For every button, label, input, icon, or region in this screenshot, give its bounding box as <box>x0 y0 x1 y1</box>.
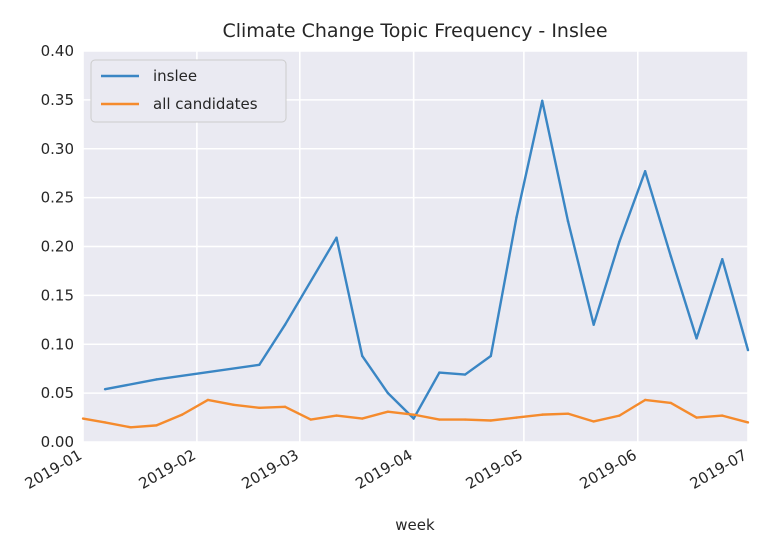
y-tick-label-0-20: 0.20 <box>41 238 74 256</box>
y-tick-label-0-10: 0.10 <box>41 335 74 353</box>
chart-title: Climate Change Topic Frequency - Inslee <box>222 20 607 42</box>
data-point-inslee-6 <box>386 391 390 395</box>
data-point-inslee-3 <box>283 323 287 326</box>
data-point-all-candidates-2 <box>129 426 132 429</box>
data-point-all-candidates-10 <box>335 414 338 417</box>
data-point-all-candidates-0 <box>81 417 85 420</box>
grid-lines <box>82 50 749 443</box>
data-point-all-candidates-3 <box>155 424 158 427</box>
data-point-all-candidates-11 <box>361 417 364 420</box>
legend-label-all-candidates: all candidates <box>153 95 258 113</box>
data-point-inslee-18 <box>695 337 698 340</box>
data-point-all-candidates-24 <box>695 416 698 419</box>
data-point-inslee-7 <box>412 417 415 420</box>
y-tick-label-0-25: 0.25 <box>41 189 74 207</box>
data-point-all-candidates-23 <box>669 401 673 405</box>
data-point-inslee-1 <box>155 378 158 381</box>
data-point-inslee-17 <box>669 255 673 258</box>
x-axis-label: week <box>395 516 435 534</box>
legend-label-inslee: inslee <box>153 67 197 85</box>
data-point-inslee-4 <box>335 236 338 239</box>
data-point-all-candidates-13 <box>412 413 415 416</box>
data-point-inslee-19 <box>721 258 724 261</box>
legend-box <box>90 59 287 123</box>
data-point-all-candidates-19 <box>566 412 570 415</box>
data-point-inslee-14 <box>592 323 595 326</box>
data-point-all-candidates-9 <box>309 418 312 421</box>
data-point-all-candidates-16 <box>489 419 493 422</box>
y-axis-ticks: 0.00 0.05 0.10 0.15 0.20 0.25 0.30 0.35 0.40 <box>41 42 74 451</box>
data-point-all-candidates-17 <box>515 416 518 419</box>
data-point-inslee-13 <box>566 219 570 223</box>
y-tick-label-0-15: 0.15 <box>41 286 74 304</box>
data-point-inslee-16 <box>643 170 647 173</box>
y-tick-label-0-35: 0.35 <box>41 91 74 109</box>
legend: inslee all candidates <box>90 59 287 123</box>
data-point-inslee-15 <box>618 240 621 243</box>
data-point-all-candidates-25 <box>721 414 724 417</box>
data-point-all-candidates-22 <box>643 398 647 402</box>
data-point-all-candidates-14 <box>438 418 441 421</box>
data-point-all-candidates-1 <box>103 421 107 424</box>
data-point-inslee-0 <box>103 388 107 391</box>
data-point-inslee-8 <box>438 371 441 374</box>
y-tick-label-0-40: 0.40 <box>41 42 74 60</box>
data-point-inslee-20 <box>746 348 750 352</box>
y-tick-label-0-30: 0.30 <box>41 140 74 158</box>
data-point-all-candidates-5 <box>206 398 210 402</box>
data-point-all-candidates-15 <box>463 418 467 421</box>
data-point-all-candidates-20 <box>592 420 595 423</box>
y-tick-label-0-05: 0.05 <box>41 384 74 402</box>
data-point-inslee-12 <box>541 99 544 103</box>
series-lines <box>81 99 750 429</box>
data-point-all-candidates-7 <box>258 406 261 409</box>
data-point-all-candidates-8 <box>283 405 287 409</box>
data-point-all-candidates-6 <box>232 403 235 407</box>
data-point-all-candidates-21 <box>618 414 621 417</box>
y-tick-label-0-00: 0.00 <box>41 433 74 451</box>
data-point-inslee-2 <box>258 363 261 366</box>
data-point-inslee-11 <box>515 215 518 219</box>
data-point-all-candidates-18 <box>541 413 544 416</box>
data-point-inslee-10 <box>489 354 493 358</box>
data-point-inslee-9 <box>463 373 467 376</box>
data-point-all-candidates-4 <box>180 413 184 416</box>
data-point-all-candidates-26 <box>746 421 750 424</box>
data-point-inslee-5 <box>361 354 364 358</box>
data-point-all-candidates-12 <box>386 410 390 413</box>
